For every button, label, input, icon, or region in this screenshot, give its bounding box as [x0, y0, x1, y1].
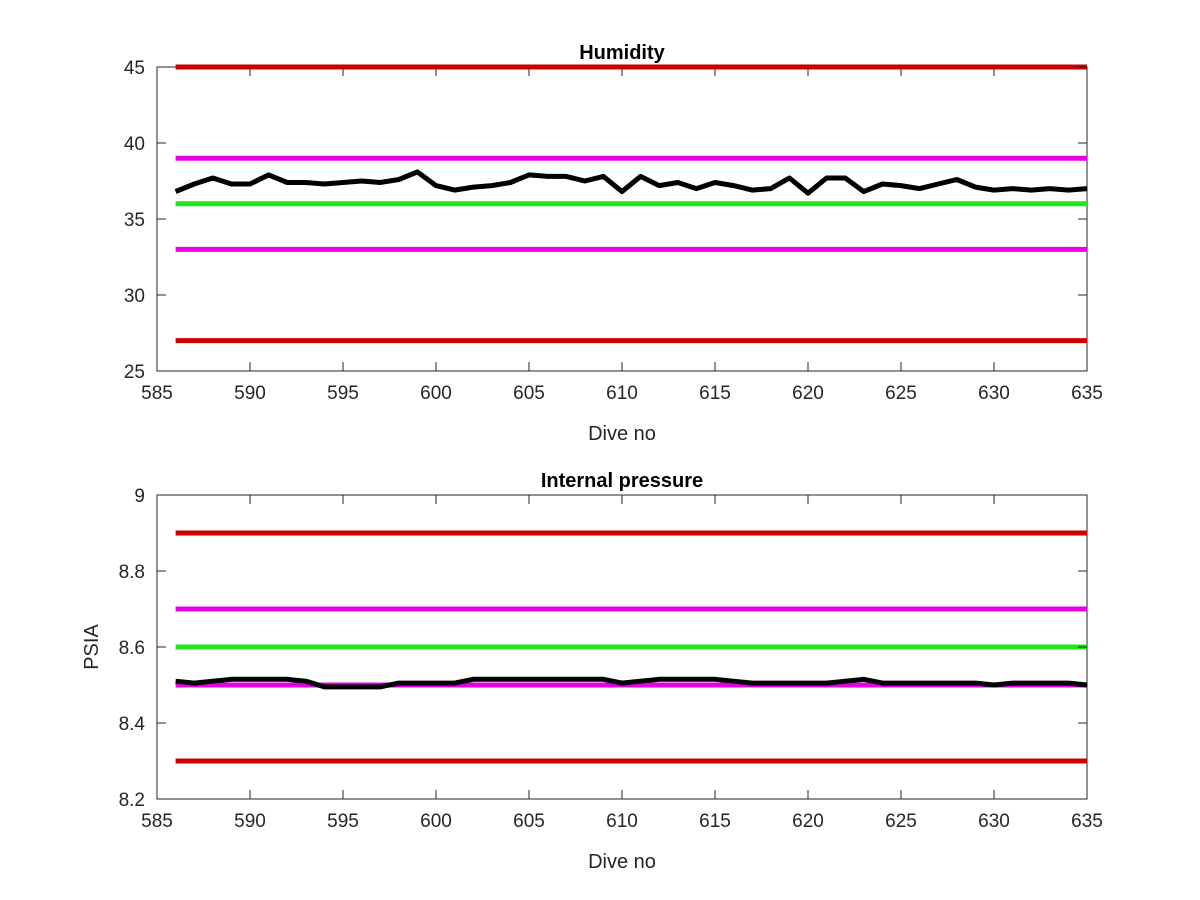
- y-tick-label: 45: [124, 58, 145, 79]
- x-tick-label: 635: [1071, 811, 1103, 832]
- series-line: [175, 676, 1088, 690]
- y-tick-label: 8.8: [119, 562, 145, 583]
- x-tick-label: 595: [327, 383, 359, 404]
- chart-1: 585 590 595 600 605 610 615 620 625 630 635 25 30 35 4…: [124, 42, 1103, 445]
- x-tick-label: 590: [234, 383, 266, 404]
- x-tick-label: 630: [978, 811, 1010, 832]
- y-tick-label: 25: [124, 362, 145, 383]
- x-axis-label: Dive no: [588, 423, 656, 445]
- y-tick-label: 8.6: [119, 638, 145, 659]
- x-tick-label: 620: [792, 811, 824, 832]
- x-tick-label: 625: [885, 383, 917, 404]
- x-tick-label: 630: [978, 383, 1010, 404]
- x-tick-label: 610: [606, 383, 638, 404]
- x-tick-label: 595: [327, 811, 359, 832]
- y-tick-label: 35: [124, 210, 145, 231]
- x-tick-label: 610: [606, 811, 638, 832]
- chart-2: 585 590 595 600 605 610 615 620 625 630 635 8.2 8.4 8…: [81, 470, 1103, 873]
- x-tick-label: 590: [234, 811, 266, 832]
- y-tick-label: 40: [124, 134, 145, 155]
- y-axis-label: PSIA: [81, 624, 103, 670]
- y-tick-label: 8.2: [119, 790, 145, 811]
- x-tick-label: 585: [141, 811, 173, 832]
- x-tick-label: 600: [420, 811, 452, 832]
- plot-area-frame: [156, 66, 1088, 372]
- x-tick-label: 605: [513, 383, 545, 404]
- x-tick-label: 615: [699, 811, 731, 832]
- y-tick-label: 30: [124, 286, 145, 307]
- x-tick-label: 635: [1071, 383, 1103, 404]
- y-tick-label: 8.4: [119, 714, 146, 735]
- x-tick-label: 600: [420, 383, 452, 404]
- x-tick-label: 615: [699, 383, 731, 404]
- x-axis-label: Dive no: [588, 851, 656, 873]
- series-line: [174, 169, 1088, 196]
- x-tick-label: 620: [792, 383, 824, 404]
- x-tick-label: 625: [885, 811, 917, 832]
- x-tick-label: 605: [513, 811, 545, 832]
- x-tick-label: 585: [141, 383, 173, 404]
- chart-title: Internal pressure: [541, 470, 703, 492]
- chart-title: Humidity: [579, 42, 665, 64]
- y-tick-label: 9: [134, 486, 145, 507]
